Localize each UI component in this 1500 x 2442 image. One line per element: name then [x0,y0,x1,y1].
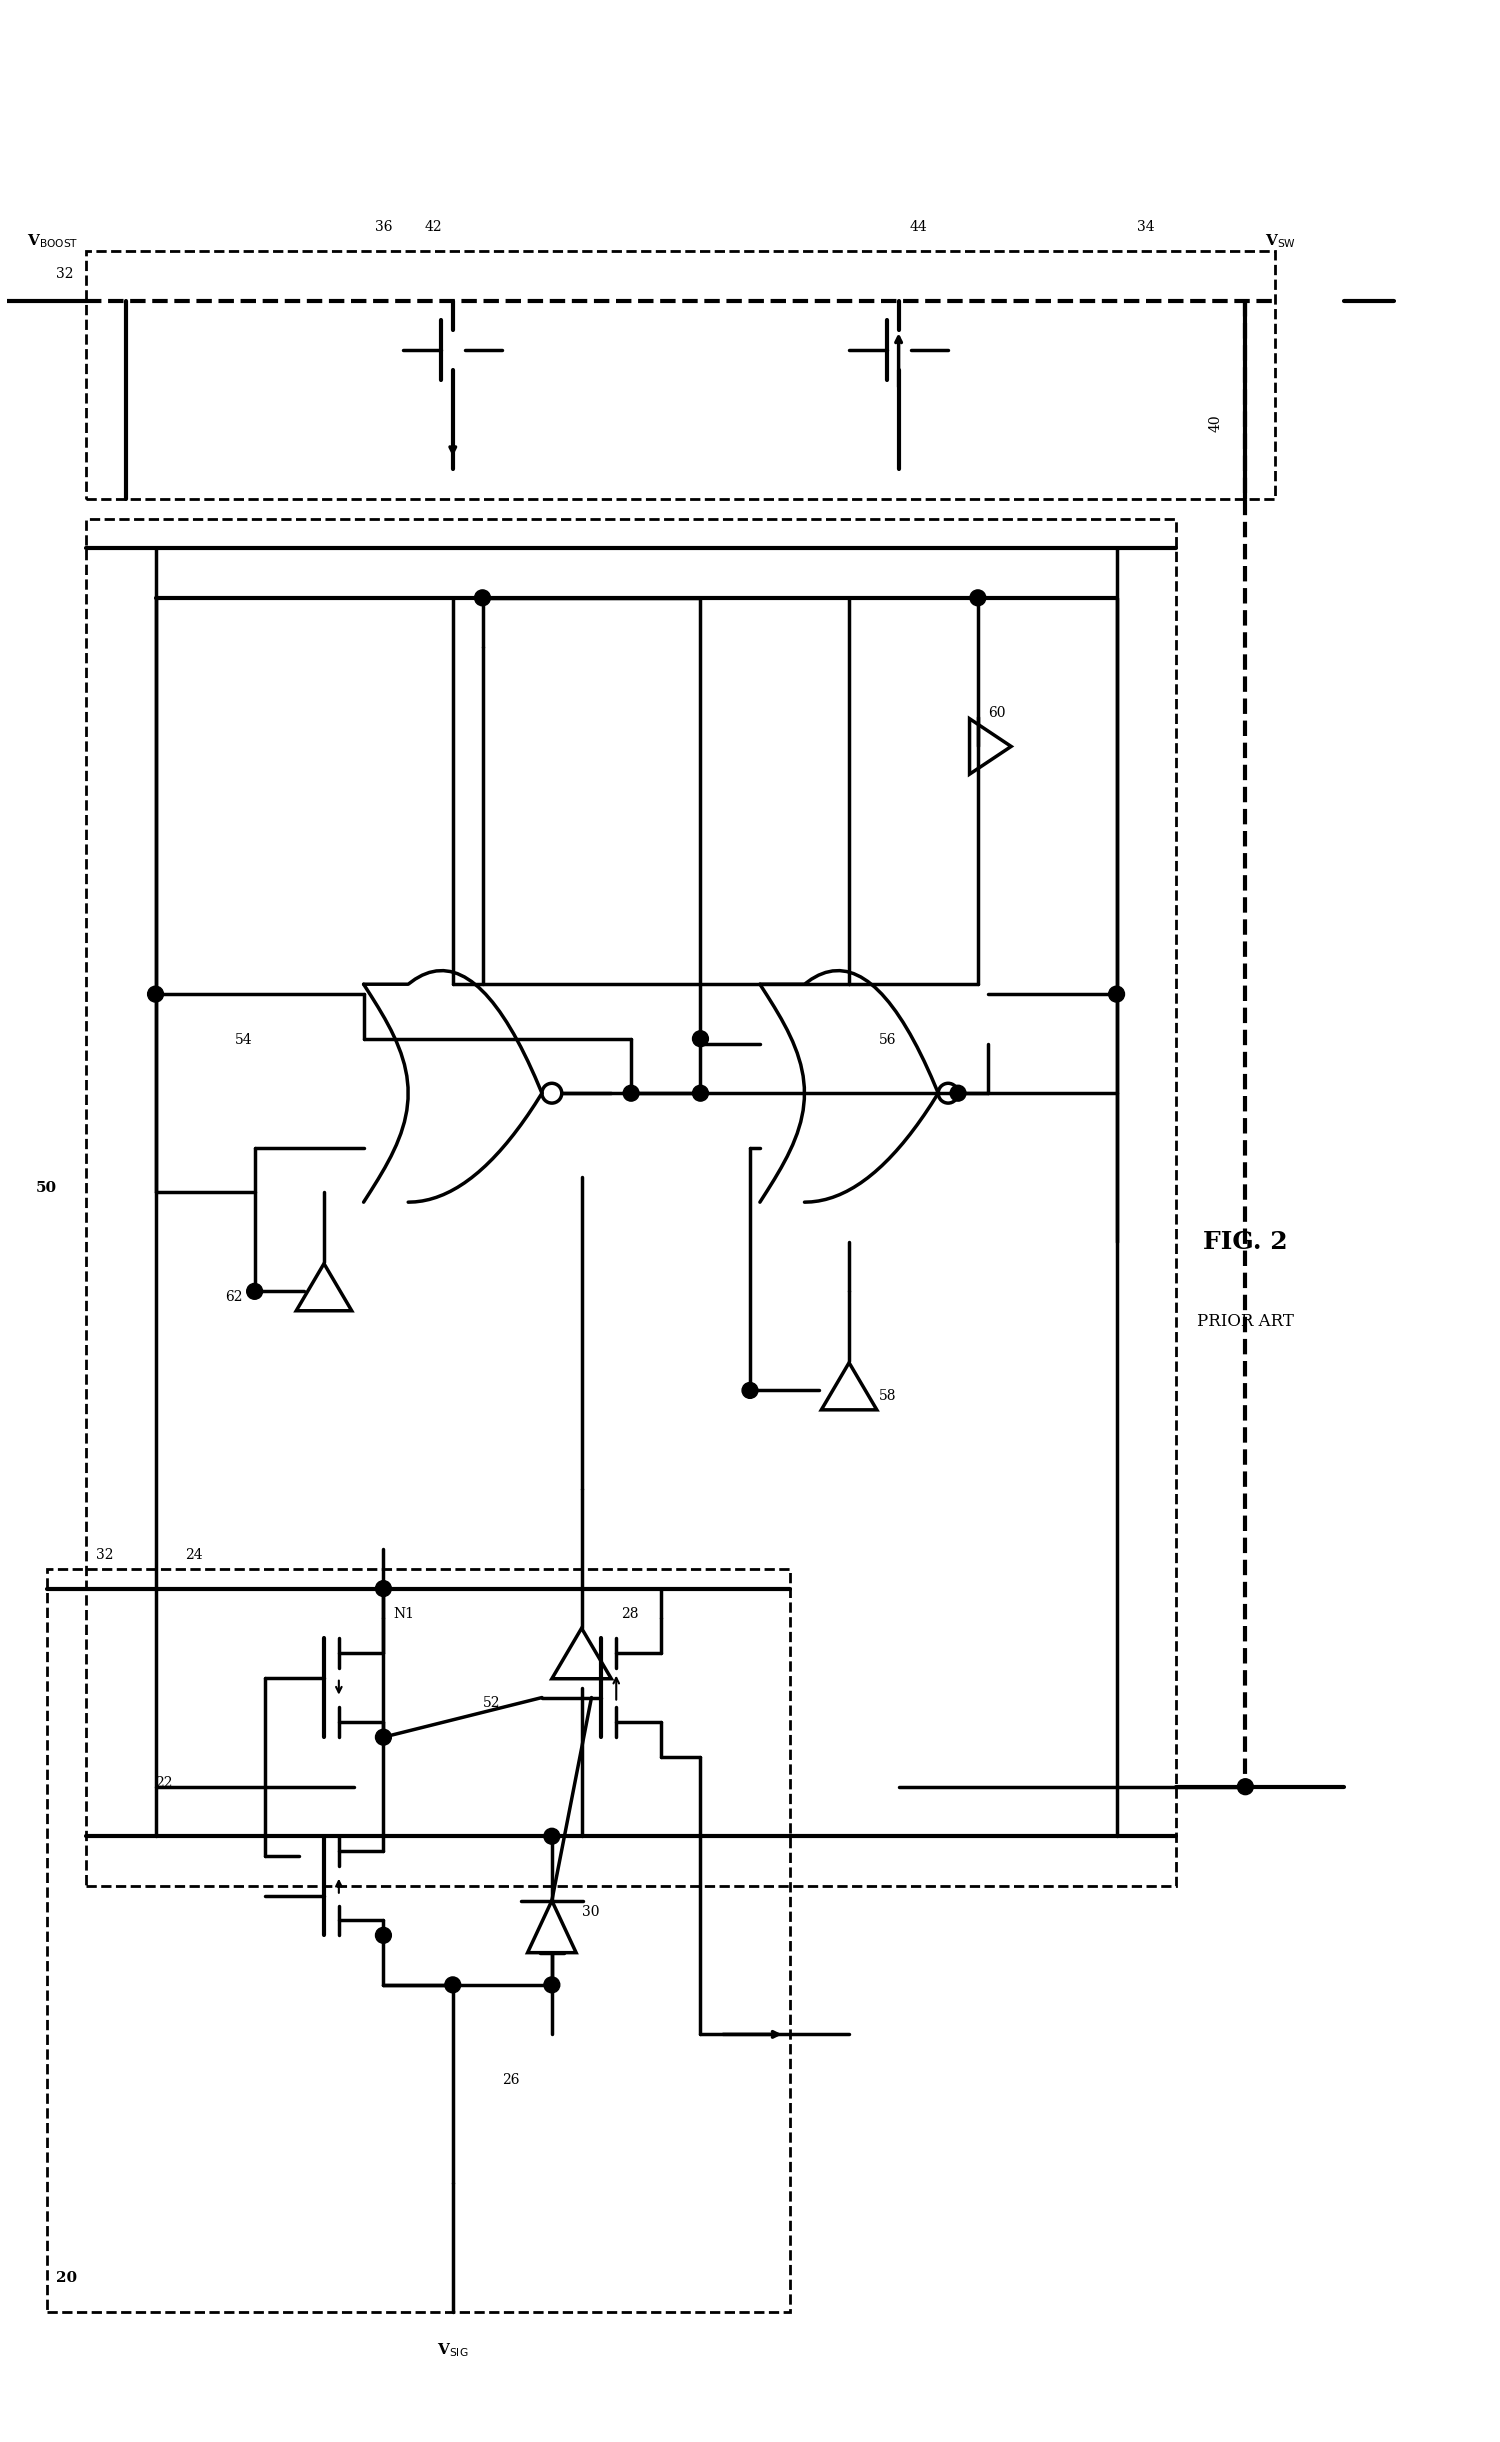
Text: 42: 42 [424,220,442,234]
Circle shape [544,1829,560,1844]
Text: 30: 30 [582,1905,598,1919]
Circle shape [742,1382,758,1399]
Circle shape [375,1927,392,1944]
Text: 56: 56 [879,1033,897,1048]
Bar [46,1568,789,2313]
Bar [86,518,1176,1885]
Circle shape [622,1084,639,1101]
Text: V$_{\rm SIG}$: V$_{\rm SIG}$ [436,2342,468,2359]
Text: 28: 28 [621,1607,639,1621]
Text: 44: 44 [909,220,927,234]
Circle shape [474,591,490,606]
Circle shape [375,1580,392,1597]
Text: V$_{\rm SW}$: V$_{\rm SW}$ [1264,232,1296,249]
Circle shape [693,1031,708,1048]
Circle shape [950,1084,966,1101]
Circle shape [1238,1778,1254,1795]
Text: 34: 34 [1137,220,1155,234]
Text: 32: 32 [96,1548,114,1563]
Text: 54: 54 [236,1033,252,1048]
Text: 62: 62 [225,1289,243,1304]
Text: 24: 24 [186,1548,202,1563]
Text: 52: 52 [483,1697,500,1709]
Text: FIG. 2: FIG. 2 [1203,1231,1287,1253]
Circle shape [246,1284,262,1299]
Text: 36: 36 [375,220,392,234]
Bar [86,252,1275,498]
Text: 20: 20 [56,2271,76,2286]
Text: V$_{\rm BOOST}$: V$_{\rm BOOST}$ [27,232,78,249]
Text: 22: 22 [156,1775,172,1790]
Text: 60: 60 [988,706,1005,720]
Circle shape [544,1978,560,1993]
Text: 50: 50 [36,1182,57,1194]
Text: 26: 26 [503,2073,520,2088]
Text: N1: N1 [393,1607,414,1621]
Circle shape [1108,987,1125,1001]
Text: 58: 58 [879,1389,897,1404]
Circle shape [970,591,986,606]
Text: 32: 32 [57,266,74,281]
Circle shape [693,1084,708,1101]
Circle shape [375,1729,392,1746]
Text: PRIOR ART: PRIOR ART [1197,1311,1294,1328]
Circle shape [147,987,164,1001]
Text: 40: 40 [1209,415,1222,432]
Circle shape [446,1978,460,1993]
